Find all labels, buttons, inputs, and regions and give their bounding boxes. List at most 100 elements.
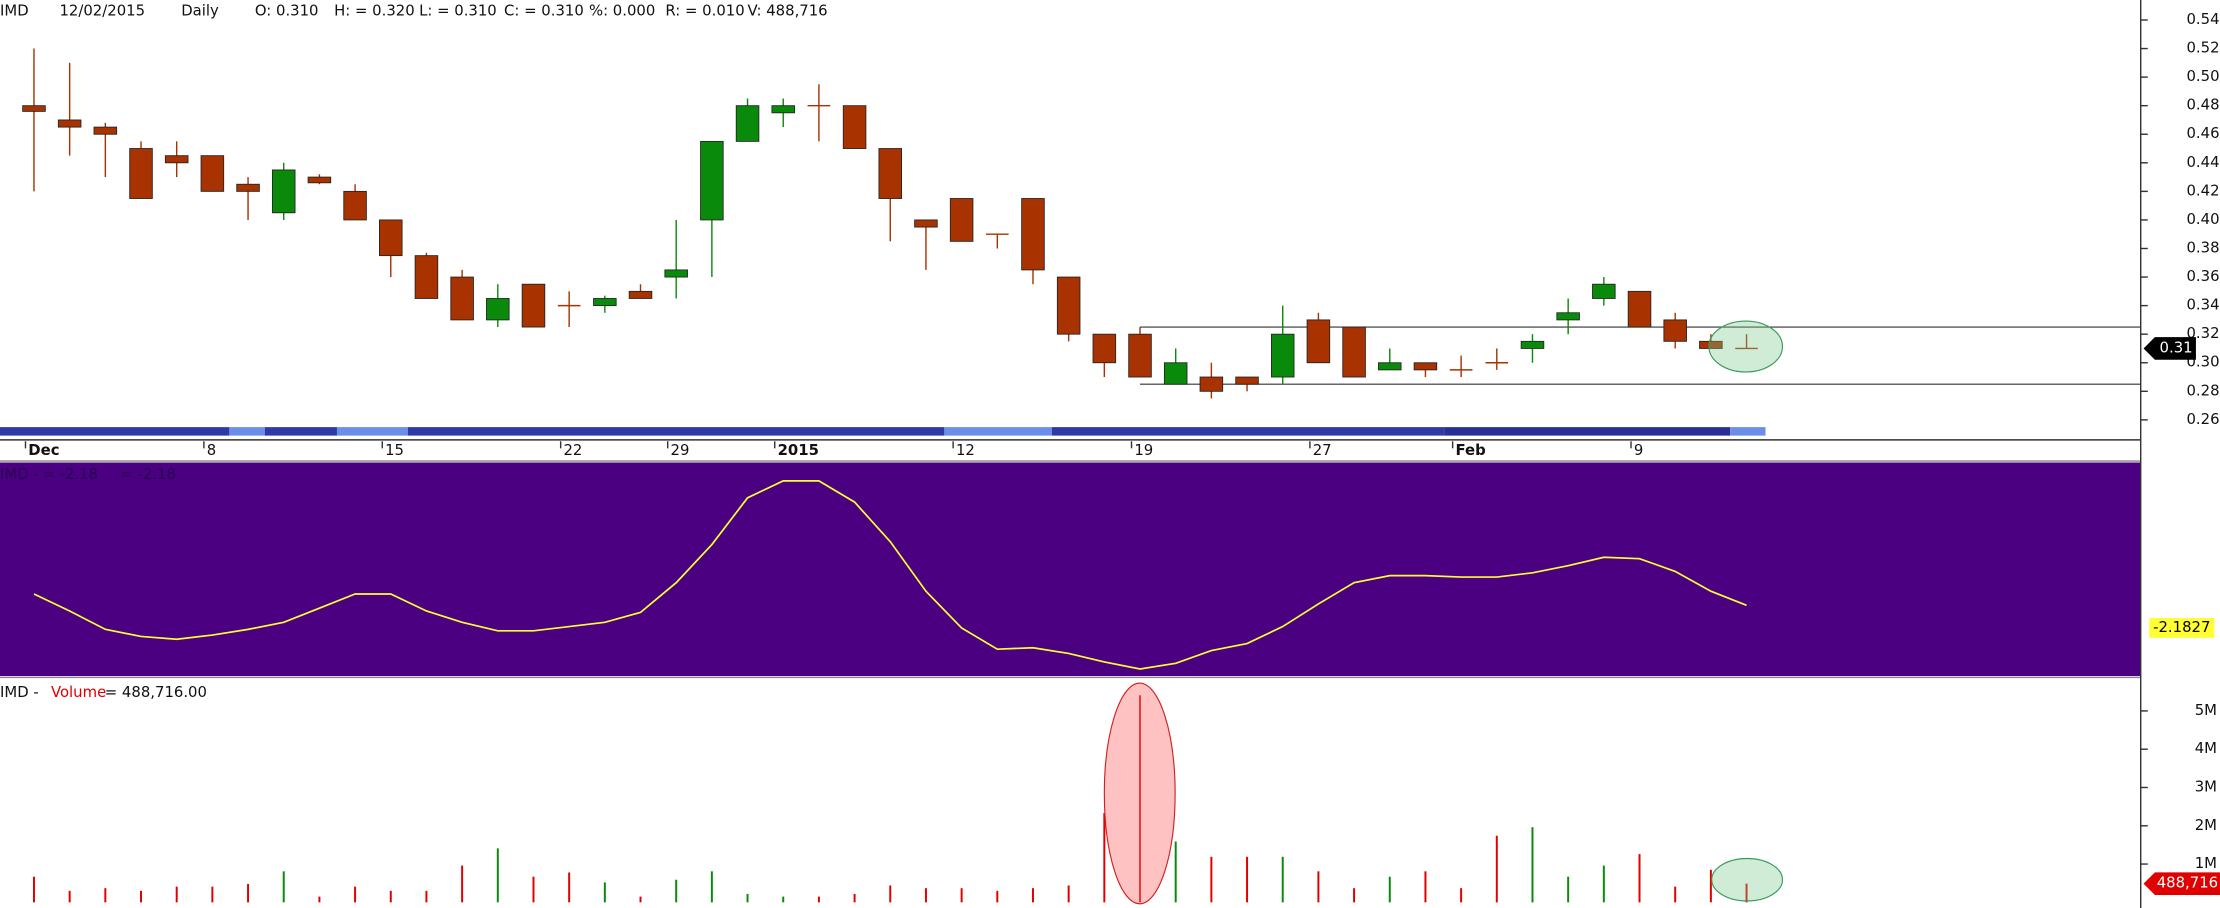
candle-body	[628, 290, 653, 299]
candle-body	[1199, 376, 1224, 392]
candle-body	[1092, 333, 1117, 364]
candle-body	[271, 169, 296, 214]
candle-body	[486, 298, 510, 321]
y-tick-label: 2M	[2195, 816, 2217, 834]
y-tick-label: 0.36	[2186, 267, 2219, 285]
candle-body	[1306, 319, 1331, 364]
header-text: Daily	[181, 1, 219, 19]
indicator-header: = -2.18	[42, 465, 98, 483]
candle-body	[1556, 312, 1580, 321]
period-band	[0, 427, 1766, 436]
header-text: IMD	[0, 1, 29, 19]
candle-body	[129, 148, 153, 199]
y-tick-label: 0.50	[2186, 67, 2219, 85]
band-segment	[229, 427, 265, 436]
band-segment	[336, 427, 408, 436]
last-price-label: 0.31	[2160, 338, 2193, 356]
candle-body	[771, 105, 795, 114]
candle-body	[842, 105, 867, 149]
candle-body	[700, 140, 724, 221]
volume-header: Volume	[51, 683, 106, 701]
x-tick-label: 22	[563, 441, 582, 459]
header-text: 12/02/2015	[59, 1, 145, 19]
candle-body	[1163, 362, 1188, 385]
candle-body	[664, 269, 688, 278]
highlight-ellipse	[1711, 857, 1784, 902]
y-tick-label: 0.26	[2186, 410, 2219, 428]
x-tick-label: 9	[1634, 441, 1643, 459]
indicator-tag	[2149, 618, 2215, 638]
y-tick-label: 0.28	[2186, 381, 2219, 399]
band-segment	[944, 427, 1052, 436]
indicator-value: -2.1827	[2153, 595, 2210, 613]
candle-body	[1378, 362, 1402, 371]
y-tick-label: 0.42	[2186, 181, 2219, 199]
candle-body	[343, 190, 367, 221]
x-tick-label: Dec	[28, 441, 59, 459]
highlight-ellipse	[1708, 320, 1784, 373]
candle-body	[57, 119, 82, 128]
candle-body	[1699, 340, 1723, 349]
candle-body	[1056, 276, 1081, 335]
candle-body	[593, 298, 617, 307]
candle-body	[1413, 362, 1438, 371]
candle-body	[1592, 283, 1616, 299]
candle-body	[200, 155, 225, 192]
band-segment	[1730, 427, 1766, 436]
y-tick-label: 4M	[2195, 739, 2217, 757]
indicator-line	[33, 480, 1747, 670]
x-tick-label: 19	[1134, 441, 1153, 459]
indicator-panel	[0, 462, 2141, 677]
candle-body	[1270, 333, 1295, 378]
candle-body	[521, 283, 546, 328]
y-tick-label: 0.38	[2186, 239, 2219, 257]
volume-header: IMD -	[0, 683, 39, 701]
candle-body	[1663, 319, 1687, 342]
candle-body	[1520, 340, 1545, 349]
header-text: O: 0.310	[255, 1, 319, 19]
candle-body	[414, 255, 439, 299]
y-tick-label: 0.44	[2186, 153, 2219, 171]
header-text: L: = 0.310	[419, 1, 497, 19]
candle-body	[914, 219, 938, 228]
x-tick-label: 29	[671, 441, 690, 459]
header-text: V: 488,716	[748, 1, 828, 19]
header-text: C: = 0.310	[504, 1, 584, 19]
y-tick-label: 3M	[2195, 777, 2217, 795]
candle-body	[1235, 376, 1259, 385]
last-price-tag	[2143, 337, 2196, 360]
x-tick-label: Feb	[1455, 441, 1485, 459]
band-segment	[1051, 427, 1445, 436]
x-tick-label: 27	[1313, 441, 1332, 459]
y-tick-label: 0.52	[2186, 39, 2219, 57]
band-segment	[264, 427, 337, 436]
band-segment	[1444, 427, 1731, 436]
candle-body	[1342, 326, 1366, 378]
candle-body	[164, 155, 189, 164]
header-text: %: 0.000	[589, 1, 655, 19]
candle-body	[735, 105, 760, 142]
volume-tag	[2143, 872, 2220, 895]
candle-body	[379, 219, 403, 257]
x-tick-label: 12	[956, 441, 975, 459]
candle-body	[450, 276, 474, 321]
y-tick-label: 5M	[2195, 701, 2217, 719]
y-tick-label: 0.48	[2186, 96, 2219, 114]
highlight-ellipse	[1103, 682, 1176, 905]
y-tick-label: 0.54	[2186, 10, 2219, 28]
volume-tag-label: 488,716	[2157, 874, 2218, 892]
header-text: H: = 0.320	[334, 1, 415, 19]
y-tick-label: 0.34	[2186, 296, 2219, 314]
candle-body	[22, 105, 46, 112]
header-text: R: = 0.010	[665, 1, 744, 19]
candle-body	[93, 126, 118, 135]
candle-body	[236, 183, 260, 192]
indicator-tag-label: -2.1827	[2153, 618, 2210, 636]
candle-body	[1128, 333, 1152, 378]
candle-body	[1021, 198, 1045, 271]
indicator-header: = -2.18	[120, 465, 176, 483]
